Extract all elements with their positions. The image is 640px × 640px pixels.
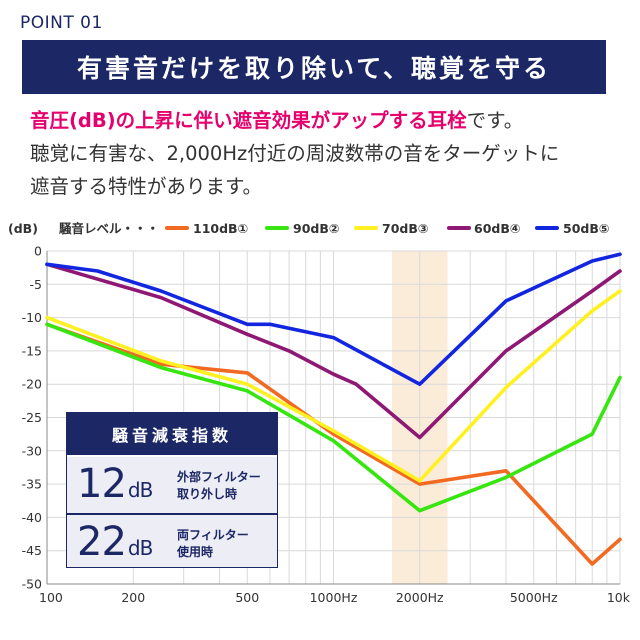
panel-row-outer-removed: 12 dB 外部フィルター 取り外し時 xyxy=(67,457,277,513)
title-banner: 有害音だけを取り除いて、聴覚を守る xyxy=(22,40,606,94)
y-tick-label: -35 xyxy=(22,477,42,492)
legend-label: 110dB① xyxy=(193,221,248,236)
y-axis-label: (dB) xyxy=(8,221,38,236)
y-tick-label: -15 xyxy=(22,343,42,358)
panel-row-both-filters: 22 dB 両フィルター 使用時 xyxy=(67,515,277,567)
row-desc-both-filters: 両フィルター 使用時 xyxy=(177,528,249,559)
y-tick-label: -45 xyxy=(22,543,42,558)
y-tick-label: -10 xyxy=(22,310,42,325)
lead-line-2: 聴覚に有害な、2,000Hz付近の周波数帯の音をターゲットに xyxy=(30,142,560,165)
y-tick-label: -30 xyxy=(22,443,42,458)
legend-label: 50dB⑤ xyxy=(563,221,609,236)
lead-paragraph: 音圧(dB)の上昇に伴い遮音効果がアップする耳栓です。 聴覚に有害な、2,000… xyxy=(30,104,559,203)
nrr-value-outer-removed: 12 dB xyxy=(77,461,153,507)
legend-label: 90dB② xyxy=(293,221,339,236)
legend-label: 70dB③ xyxy=(382,221,428,236)
legend-label: 60dB④ xyxy=(474,221,520,236)
panel-divider xyxy=(67,513,277,515)
nrr-value-both-filters: 22 dB xyxy=(77,519,153,565)
y-tick-label: -40 xyxy=(22,510,42,525)
y-tick-label: -25 xyxy=(22,410,42,425)
x-tick-label: 1000Hz xyxy=(310,590,358,605)
y-tick-label: -5 xyxy=(30,277,42,292)
x-tick-label: 100 xyxy=(39,590,63,605)
series-line xyxy=(45,252,622,387)
x-tick-label: 2000Hz xyxy=(396,590,444,605)
y-tick-label: -50 xyxy=(22,577,42,592)
lead-line-3: 遮音する特性があります。 xyxy=(30,175,263,198)
series-line xyxy=(45,322,622,513)
series-line xyxy=(45,289,622,483)
noise-reduction-panel: 騒音減衰指数 12 dB 外部フィルター 取り外し時 22 dB 両フィルター 使用… xyxy=(66,412,278,568)
series-line xyxy=(45,262,622,440)
lead-line-1: 音圧(dB)の上昇に伴い遮音効果がアップする耳栓です。 xyxy=(30,104,559,137)
title-text: 有害音だけを取り除いて、聴覚を守る xyxy=(76,54,551,83)
x-tick-label: 200 xyxy=(121,590,145,605)
panel-title: 騒音減衰指数 xyxy=(67,413,277,455)
x-tick-label: 10k xyxy=(607,590,631,605)
x-tick-label: 5000Hz xyxy=(510,590,558,605)
lead-tail: です。 xyxy=(466,109,524,132)
row-desc-outer-removed: 外部フィルター 取り外し時 xyxy=(177,470,261,501)
x-tick-label: 500 xyxy=(235,590,259,605)
y-tick-label: 0 xyxy=(34,244,42,259)
lead-highlight: 音圧(dB)の上昇に伴い遮音効果がアップする耳栓 xyxy=(30,109,467,132)
point-label: POINT 01 xyxy=(20,13,103,33)
legend-title: 騒音レベル・・・ xyxy=(58,221,159,236)
y-tick-label: -20 xyxy=(22,377,42,392)
